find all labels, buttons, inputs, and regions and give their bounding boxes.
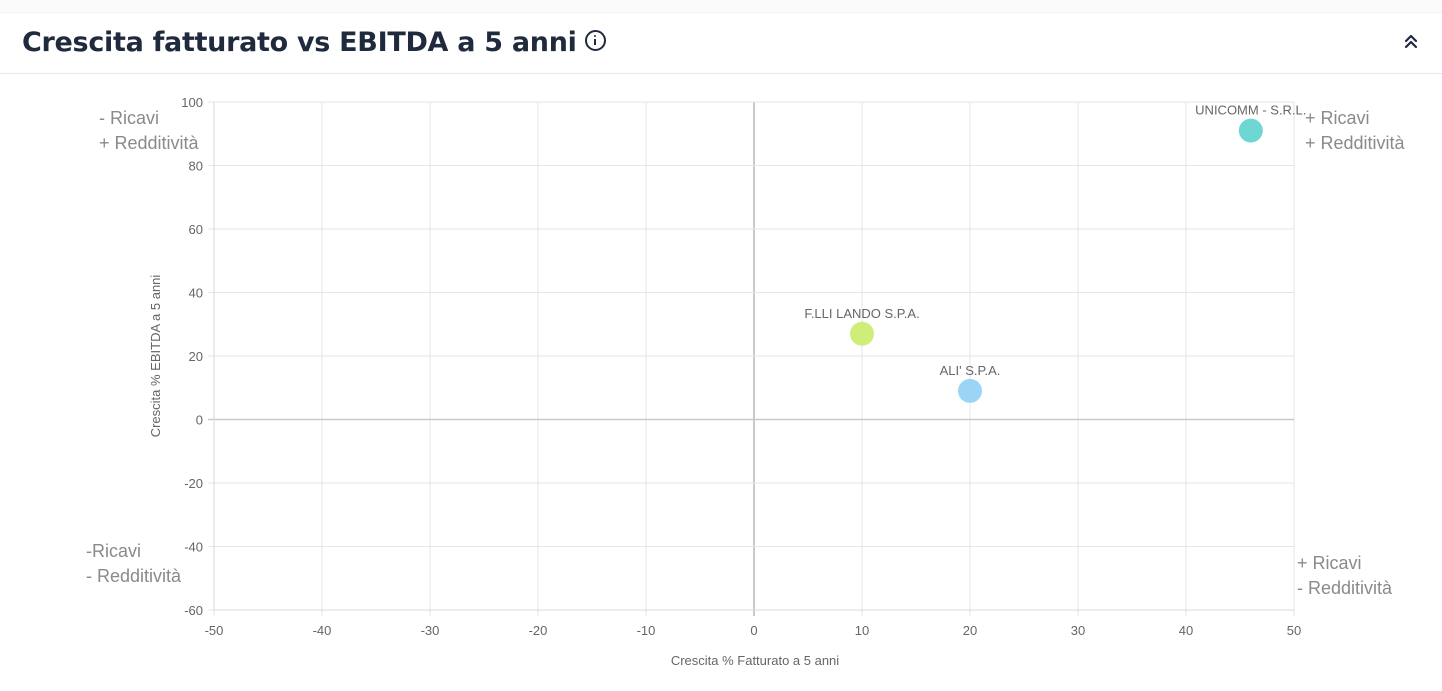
point-label: F.LLI LANDO S.P.A.: [804, 306, 919, 321]
chevrons-up-icon[interactable]: [1400, 31, 1422, 53]
y-tick-label: 60: [189, 222, 203, 237]
scatter-point[interactable]: [850, 321, 874, 346]
axes: [213, 102, 1294, 611]
y-tick-label: -20: [184, 476, 203, 491]
chart-title: Crescita fatturato vs EBITDA a 5 anni: [22, 27, 606, 58]
quadrant-label-bottom-right: + Ricavi: [1297, 553, 1362, 573]
x-tick-label: -10: [637, 623, 656, 638]
card-header: Crescita fatturato vs EBITDA a 5 anni: [0, 13, 1442, 74]
x-tick-label: 50: [1287, 623, 1301, 638]
x-tick-label: -40: [313, 623, 332, 638]
x-tick-label: 0: [750, 623, 757, 638]
quadrant-label-top-right: + Ricavi: [1305, 108, 1370, 128]
quadrant-label-bottom-right: - Redditività: [1297, 578, 1393, 598]
quadrant-label-top-left: - Ricavi: [99, 108, 159, 128]
y-tick-label: -60: [184, 603, 203, 618]
y-tick-label: 0: [196, 413, 203, 428]
info-circle-icon[interactable]: [584, 30, 606, 51]
x-tick-label: -20: [529, 623, 548, 638]
x-axis-label: Crescita % Fatturato a 5 anni: [671, 653, 839, 668]
point-label: UNICOMM - S.R.L.: [1195, 103, 1306, 118]
top-strip: [0, 0, 1442, 13]
chart-title-text: Crescita fatturato vs EBITDA a 5 anni: [22, 27, 577, 58]
x-tick-label: 10: [855, 623, 869, 638]
x-tick-label: -30: [421, 623, 440, 638]
x-tick-label: 30: [1071, 623, 1085, 638]
y-tick-label: 20: [189, 349, 203, 364]
point-label: ALI' S.P.A.: [940, 363, 1001, 378]
x-tick-label: -50: [205, 623, 224, 638]
quadrant-label-bottom-left: -Ricavi: [86, 541, 141, 561]
quadrant-labels: - Ricavi + Redditività + Ricavi + Redditivi…: [86, 108, 1406, 598]
y-tick-label: 100: [181, 95, 203, 110]
data-points: UNICOMM - S.R.L. F.LLI LANDO S.P.A. ALI' S…: [804, 103, 1306, 403]
chart-area: -50 -40 -30 -20 -10 0 10 20 30 40 50 100 80 60 40 20 0 -2…: [0, 74, 1442, 686]
y-tick-label: -40: [184, 540, 203, 555]
x-tick-label: 40: [1179, 623, 1193, 638]
y-tick-label: 40: [189, 286, 203, 301]
quadrant-label-top-right: + Redditività: [1305, 133, 1406, 153]
scatter-point[interactable]: [1238, 118, 1263, 143]
scatter-chart: -50 -40 -30 -20 -10 0 10 20 30 40 50 100 80 60 40 20 0 -2…: [86, 95, 1406, 668]
scatter-point[interactable]: [958, 378, 982, 403]
grid: [208, 101, 1295, 616]
y-axis-label: Crescita % EBITDA a 5 anni: [148, 275, 163, 438]
x-tick-label: 20: [963, 623, 977, 638]
quadrant-label-bottom-left: - Redditività: [86, 566, 182, 586]
quadrant-label-top-left: + Redditività: [99, 133, 200, 153]
y-tick-label: 80: [189, 159, 203, 174]
tick-labels: -50 -40 -30 -20 -10 0 10 20 30 40 50 100 80 60 40 20 0 -2…: [181, 95, 1301, 638]
